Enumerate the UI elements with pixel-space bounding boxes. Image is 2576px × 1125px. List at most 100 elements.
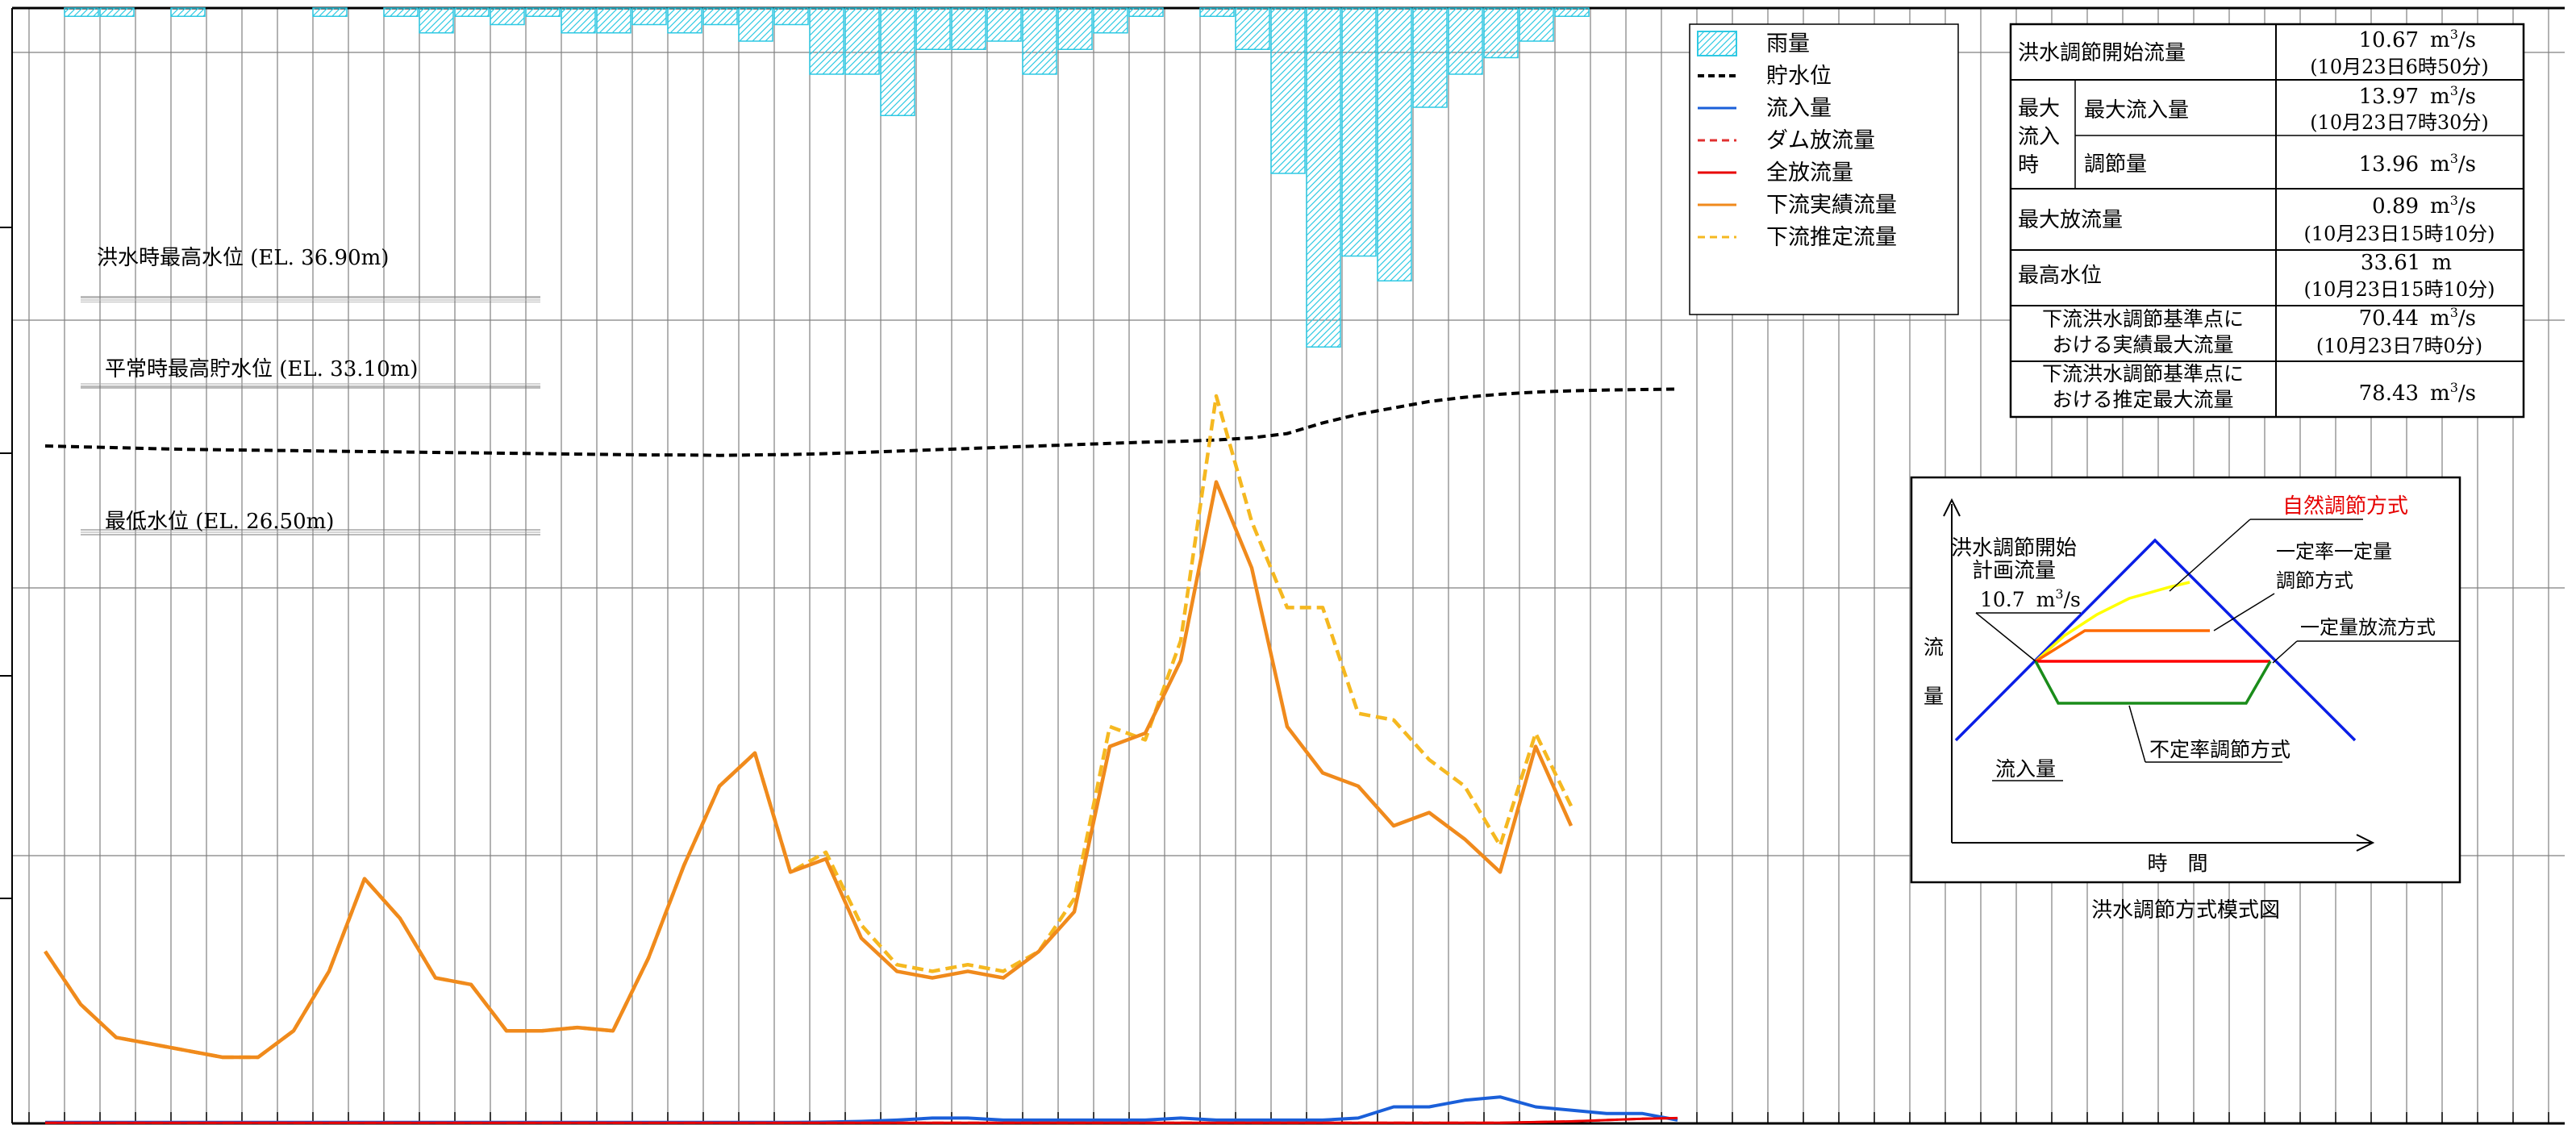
series-downstream-actual: [44, 480, 1574, 1060]
schematic-ylabel-1: 流: [1924, 635, 1944, 659]
nwl-label: 平常時最高貯水位 (EL. 33.10m): [105, 357, 418, 381]
rain-bar: [1554, 7, 1590, 17]
rain-bar: [880, 7, 915, 116]
rain-bar: [596, 7, 631, 34]
rain-bar: [1022, 7, 1057, 75]
maxin-group-2: 流入: [2018, 125, 2060, 149]
legend-label: 下流推定流量: [1766, 225, 1897, 250]
schematic-x-arrow: [2356, 834, 2375, 852]
maxout-value: 0.89 m3/s: [2372, 193, 2476, 219]
hwl-line: [81, 296, 540, 302]
rain-bar: [383, 7, 419, 17]
schematic-fixed-ratio-line: [2035, 629, 2210, 663]
legend-box: [1689, 23, 1959, 315]
rain-bar: [915, 7, 951, 50]
nwl-line: [81, 383, 540, 390]
regulation-schematic: 自然調節方式 洪水調節開始 計画流量 10.7 m3/s 一定率一定量 調節方式 …: [1910, 476, 2461, 884]
schematic-variable-leader: [2128, 705, 2146, 763]
schematic-fixed-ratio-leader: [2213, 593, 2275, 631]
rain-bar: [1270, 7, 1306, 174]
summary-frame: [2009, 23, 2525, 419]
rain-bar: [454, 7, 490, 17]
rain-bar: [951, 7, 986, 50]
rain-bar: [1341, 7, 1377, 257]
schematic-natural-curve: [2034, 581, 2190, 663]
series-lines: [44, 387, 1678, 1124]
schematic-start-line-2: 計画流量: [1972, 559, 2056, 583]
rain-bar: [99, 7, 135, 17]
legend-label: ダム放流量: [1766, 128, 1875, 153]
maxout-label: 最大放流量: [2018, 208, 2123, 232]
schematic-fixed-leader: [2272, 640, 2298, 664]
schematic-start-leader: [1975, 612, 2036, 662]
series-storage-level: [44, 387, 1678, 457]
maxin-value: 13.97 m3/s: [2359, 83, 2476, 109]
rain-bar: [1128, 7, 1164, 17]
series-inflow: [45, 1095, 1678, 1124]
maxwl-value: 33.61 m: [2361, 251, 2452, 275]
schematic-y-arrow: [1943, 498, 1961, 517]
rain-bar: [1199, 7, 1235, 17]
start-time: (10月23日6時50分): [2310, 56, 2489, 78]
schematic-start-value: 10.7 m3/s: [1980, 586, 2081, 611]
rain-bar: [631, 7, 667, 26]
rain-bar: [561, 7, 596, 34]
schematic-fixed-ratio-1: 一定率一定量: [2276, 540, 2392, 563]
series-full-release: [45, 1116, 1678, 1124]
maxin-label: 最大流入量: [2084, 98, 2189, 123]
rain-bar: [986, 7, 1022, 42]
schematic-fixed-label: 一定量放流方式: [2300, 616, 2436, 639]
start-label: 洪水調節開始流量: [2018, 41, 2186, 65]
down-act-label-2: おける実績最大流量: [2052, 333, 2233, 356]
rain-bar: [490, 7, 525, 26]
start-value: 10.67 m3/s: [2359, 27, 2476, 52]
reg-value: 13.96 m3/s: [2359, 151, 2476, 177]
schematic-xlabel: 時 間: [2147, 852, 2207, 875]
legend-label: 流入量: [1766, 96, 1832, 121]
down-est-label-1: 下流洪水調節基準点に: [2042, 362, 2244, 385]
schematic-ylabel-2: 量: [1924, 685, 1944, 708]
rain-bar: [1519, 7, 1554, 42]
rain-bar: [419, 7, 454, 34]
maxin-group-3: 時: [2018, 153, 2039, 177]
down-act-time: (10月23日7時0分): [2316, 335, 2482, 357]
rain-bar: [738, 7, 773, 42]
hwl-label: 洪水時最高水位 (EL. 36.90m): [97, 246, 389, 270]
summary-table: 洪水調節開始流量 10.67 m3/s (10月23日6時50分) 最大 流入 時…: [2009, 23, 2525, 419]
rain-bars: [64, 7, 1590, 348]
down-act-value: 70.44 m3/s: [2359, 305, 2476, 331]
legend-label: 全放流量: [1766, 160, 1853, 185]
rain-bar: [525, 7, 561, 17]
rain-bar: [64, 7, 99, 17]
rain-bar: [844, 7, 880, 75]
rain-bar: [170, 7, 206, 17]
maxwl-time: (10月23日15時10分): [2304, 278, 2495, 301]
schematic-start-line-1: 洪水調節開始: [1951, 536, 2077, 560]
rain-bar: [702, 7, 738, 26]
rain-bar: [667, 7, 702, 34]
down-act-label-1: 下流洪水調節基準点に: [2042, 307, 2244, 331]
rain-bar: [312, 7, 348, 17]
legend-label: 雨量: [1766, 31, 1810, 56]
schematic-frame: [1910, 476, 2461, 884]
down-est-value: 78.43 m3/s: [2359, 380, 2476, 406]
legend-label: 貯水位: [1766, 64, 1832, 89]
schematic-fixed-ratio-2: 調節方式: [2276, 569, 2353, 592]
reg-label: 調節量: [2084, 152, 2147, 177]
lwl-label: 最低水位 (EL. 26.50m): [105, 510, 334, 534]
rain-bar: [1306, 7, 1341, 348]
rain-bar: [1057, 7, 1093, 50]
lwl-line: [81, 529, 540, 535]
rain-bar: [1412, 7, 1448, 108]
maxin-group-1: 最大: [2018, 97, 2060, 121]
rain-bar: [1093, 7, 1128, 34]
maxout-time: (10月23日15時10分): [2304, 223, 2495, 245]
legend-swatch-rain: [1697, 31, 1737, 56]
rain-bar: [809, 7, 844, 75]
rain-bar: [1377, 7, 1412, 281]
schematic-inflow-line: [1954, 538, 2357, 742]
rain-bar: [1448, 7, 1483, 75]
schematic-inflow-label: 流入量: [1995, 757, 2056, 781]
